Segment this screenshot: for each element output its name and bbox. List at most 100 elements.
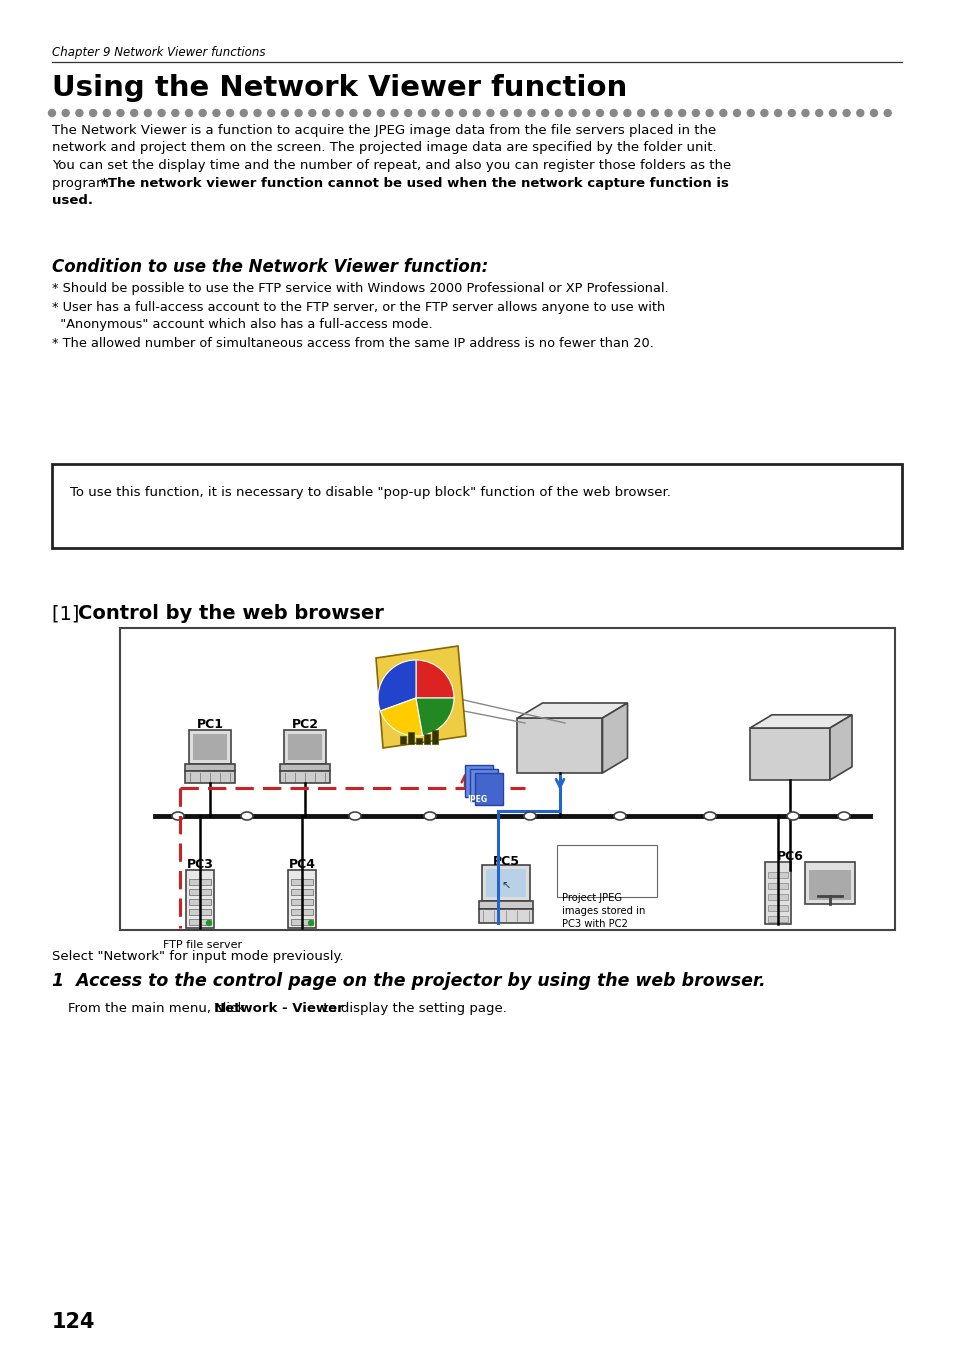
Text: PJ1: PJ1: [786, 714, 808, 728]
Circle shape: [206, 921, 212, 926]
Circle shape: [883, 109, 890, 116]
Circle shape: [158, 109, 165, 116]
Circle shape: [62, 109, 70, 116]
Circle shape: [322, 109, 329, 116]
Bar: [423, 734, 430, 744]
Bar: [185, 764, 234, 771]
Bar: [288, 869, 315, 927]
Ellipse shape: [614, 811, 625, 819]
Text: Project JPEG
images stored in
PC3 with PC2: Project JPEG images stored in PC3 with P…: [561, 892, 644, 929]
Text: *The network viewer function cannot be used when the network capture function is: *The network viewer function cannot be u…: [101, 177, 728, 189]
Circle shape: [391, 109, 397, 116]
Bar: [189, 909, 211, 915]
Circle shape: [376, 109, 384, 116]
Text: * Should be possible to use the FTP service with Windows 2000 Professional or XP: * Should be possible to use the FTP serv…: [52, 282, 668, 296]
Circle shape: [623, 109, 630, 116]
Ellipse shape: [423, 811, 436, 819]
Bar: [52, 464, 901, 548]
Bar: [481, 865, 530, 900]
Wedge shape: [416, 660, 454, 698]
Circle shape: [144, 109, 152, 116]
Text: to display the setting page.: to display the setting page.: [318, 1002, 506, 1015]
Ellipse shape: [786, 811, 799, 819]
Text: Control by the web browser: Control by the web browser: [78, 603, 383, 622]
Text: PC1: PC1: [196, 718, 223, 730]
Ellipse shape: [703, 811, 716, 819]
Circle shape: [445, 109, 453, 116]
Bar: [120, 628, 894, 930]
Bar: [284, 730, 326, 764]
Circle shape: [308, 921, 314, 926]
Polygon shape: [829, 714, 851, 780]
Bar: [432, 730, 437, 744]
Ellipse shape: [172, 811, 184, 819]
Bar: [416, 738, 421, 744]
Circle shape: [363, 109, 370, 116]
Circle shape: [253, 109, 261, 116]
Bar: [189, 730, 231, 764]
Circle shape: [49, 109, 55, 116]
Circle shape: [309, 109, 315, 116]
Circle shape: [185, 109, 193, 116]
Bar: [485, 869, 525, 896]
Text: Chapter 9 Network Viewer functions: Chapter 9 Network Viewer functions: [52, 46, 265, 59]
Circle shape: [172, 109, 178, 116]
Bar: [291, 899, 313, 904]
Circle shape: [404, 109, 412, 116]
Bar: [185, 771, 234, 783]
Ellipse shape: [349, 811, 360, 819]
Circle shape: [268, 109, 274, 116]
Circle shape: [473, 109, 479, 116]
Polygon shape: [749, 714, 851, 728]
Text: ↖: ↖: [500, 882, 510, 892]
Circle shape: [774, 109, 781, 116]
Circle shape: [459, 109, 466, 116]
Text: The Network Viewer is a function to acquire the JPEG image data from the file se: The Network Viewer is a function to acqu…: [52, 124, 716, 136]
Circle shape: [486, 109, 494, 116]
Circle shape: [199, 109, 206, 116]
Bar: [464, 765, 493, 796]
Bar: [478, 900, 533, 909]
Bar: [280, 771, 330, 783]
Bar: [767, 894, 787, 900]
Text: PC5: PC5: [492, 855, 519, 868]
Circle shape: [432, 109, 438, 116]
Polygon shape: [602, 703, 627, 774]
Bar: [767, 904, 787, 911]
Circle shape: [610, 109, 617, 116]
Bar: [291, 909, 313, 915]
Ellipse shape: [523, 811, 536, 819]
Text: PC2: PC2: [292, 718, 318, 730]
Circle shape: [678, 109, 685, 116]
Circle shape: [527, 109, 535, 116]
Circle shape: [828, 109, 836, 116]
Polygon shape: [375, 647, 465, 748]
Text: Network - Viewer: Network - Viewer: [213, 1002, 343, 1015]
Text: To use this function, it is necessary to disable "pop-up block" function of the : To use this function, it is necessary to…: [70, 486, 670, 500]
Ellipse shape: [837, 811, 849, 819]
Circle shape: [637, 109, 644, 116]
Bar: [408, 732, 414, 744]
Circle shape: [746, 109, 754, 116]
Circle shape: [705, 109, 712, 116]
Circle shape: [815, 109, 821, 116]
Circle shape: [569, 109, 576, 116]
Wedge shape: [416, 698, 454, 736]
Bar: [189, 890, 211, 895]
Ellipse shape: [241, 811, 253, 819]
Wedge shape: [380, 698, 422, 736]
Bar: [804, 863, 854, 904]
Bar: [399, 736, 406, 744]
Bar: [280, 764, 330, 771]
Circle shape: [555, 109, 562, 116]
Bar: [193, 734, 227, 760]
Circle shape: [801, 109, 808, 116]
Circle shape: [692, 109, 699, 116]
Circle shape: [733, 109, 740, 116]
Text: [1]: [1]: [52, 603, 86, 622]
Bar: [189, 899, 211, 904]
Circle shape: [335, 109, 343, 116]
Bar: [291, 890, 313, 895]
Bar: [186, 869, 213, 927]
Bar: [767, 872, 787, 878]
